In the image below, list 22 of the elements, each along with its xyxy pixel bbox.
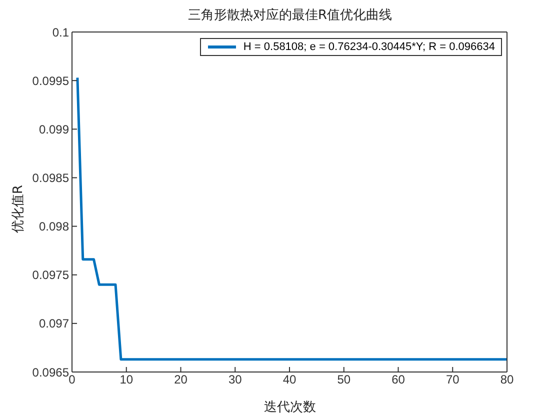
x-axis-title: 迭代次数 (263, 399, 317, 416)
y-tick-label: 0.0975 (32, 268, 70, 282)
x-tick-label: 40 (282, 372, 296, 387)
y-axis-title: 优化值R (10, 184, 27, 236)
x-tick-label: 0 (68, 372, 76, 387)
x-tick-label: 50 (337, 372, 351, 387)
y-tick-label: 0.1 (52, 25, 70, 40)
legend-label: H = 0.58108; e = 0.76234-0.30445*Y; R = 0.096634 (243, 41, 495, 53)
y-tick-label: 0.0995 (32, 74, 70, 88)
y-tick-label: 0.0965 (32, 365, 70, 380)
x-tick-label: 20 (174, 372, 188, 387)
y-tick-label: 0.0985 (32, 170, 70, 185)
x-tick-label: 70 (446, 372, 460, 387)
x-tick-label: 60 (392, 372, 406, 387)
y-tick-label: 0.097 (38, 316, 70, 331)
line-series (76, 76, 507, 361)
x-tick-label: 30 (228, 372, 242, 387)
x-tick-label: 10 (120, 372, 134, 387)
chart-title: 三角形散热对应的最佳R值优化曲线 (186, 7, 394, 24)
y-tick-label: 0.099 (38, 122, 70, 136)
y-tick-label: 0.098 (38, 220, 70, 234)
x-tick-label: 80 (500, 372, 514, 387)
